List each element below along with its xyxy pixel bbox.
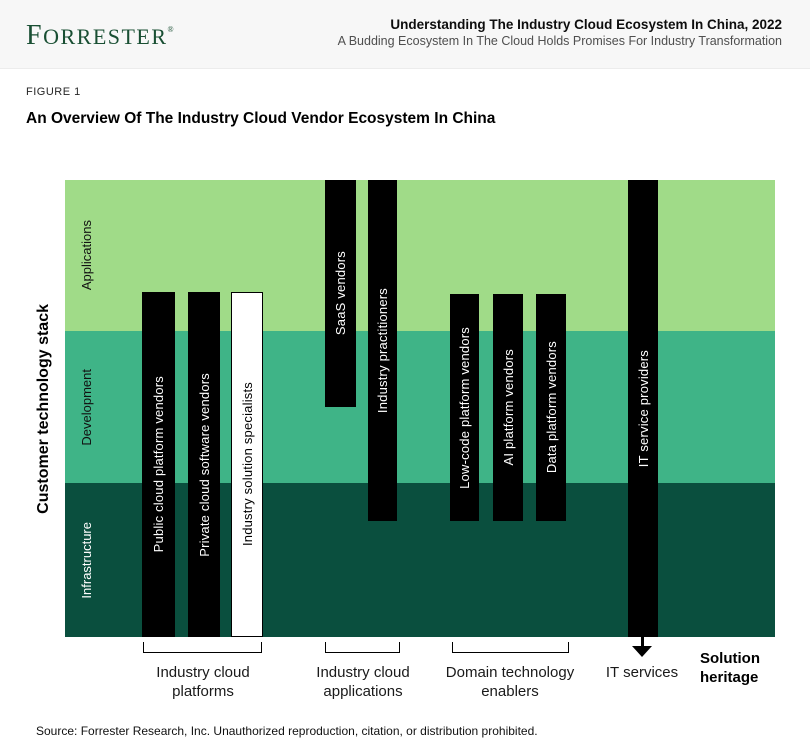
- band-label-applications: Applications: [72, 180, 100, 331]
- band-label-infrastructure: Infrastructure: [72, 483, 100, 637]
- forrester-logo: FORRESTER®: [26, 20, 174, 52]
- group-label-line1: Industry cloud: [156, 664, 250, 681]
- group-label-line1: Domain technology: [445, 664, 575, 681]
- group-label-line2: applications: [323, 683, 403, 700]
- group-label-it-services: IT services: [592, 663, 692, 682]
- vendor-bar-label: Private cloud software vendors: [196, 372, 212, 557]
- vendor-bar-label: Industry solution specialists: [239, 382, 255, 547]
- vendor-bar-ai-platform-vendors: AI platform vendors: [493, 294, 523, 521]
- vendor-bar-industry-solution-specialists: Industry solution specialists: [231, 292, 263, 637]
- source-attribution: Source: Forrester Research, Inc. Unautho…: [36, 724, 538, 738]
- y-axis-title: Customer technology stack: [30, 180, 58, 637]
- vendor-bar-industry-practitioners: Industry practitioners: [368, 180, 397, 521]
- x-axis-title-line1: Solution: [700, 650, 760, 667]
- vendor-bar-public-cloud-platform-vendors: Public cloud platform vendors: [142, 292, 175, 637]
- vendor-bar-it-service-providers: IT service providers: [628, 180, 658, 637]
- bracket-domain-technology-enablers: [452, 642, 569, 653]
- registered-trademark-icon: ®: [167, 25, 174, 34]
- down-arrow-icon: [632, 646, 652, 657]
- group-label-line2: enablers: [481, 683, 539, 700]
- vendor-bar-label: SaaS vendors: [333, 251, 348, 336]
- figure-title: An Overview Of The Industry Cloud Vendor…: [26, 110, 496, 127]
- vendor-bar-label: Low-code platform vendors: [457, 326, 472, 489]
- x-axis-title: Solution heritage: [700, 649, 760, 687]
- vendor-bar-label: AI platform vendors: [500, 349, 516, 466]
- vendor-bar-label: IT service providers: [635, 349, 651, 468]
- vendor-bar-saas-vendors: SaaS vendors: [325, 180, 356, 407]
- x-axis-title-line2: heritage: [700, 669, 759, 686]
- vendor-bar-label: Industry practitioners: [375, 287, 390, 414]
- band-label-infrastructure-text: Infrastructure: [78, 521, 94, 599]
- vendor-bar-label: Data platform vendors: [543, 341, 559, 474]
- band-label-development-text: Development: [78, 368, 94, 446]
- y-axis-title-text: Customer technology stack: [35, 303, 52, 514]
- vendor-bar-data-platform-vendors: Data platform vendors: [536, 294, 566, 521]
- bracket-industry-cloud-applications: [325, 642, 400, 653]
- vendor-bar-label: Public cloud platform vendors: [151, 376, 166, 553]
- band-label-development: Development: [72, 331, 100, 483]
- band-label-applications-text: Applications: [78, 220, 94, 291]
- solution-heritage-arrow-stem: [641, 637, 644, 647]
- group-label-industry-cloud-platforms: Industry cloud platforms: [128, 663, 278, 701]
- bracket-industry-cloud-platforms: [143, 642, 262, 653]
- report-title: Understanding The Industry Cloud Ecosyst…: [390, 17, 782, 32]
- group-label-industry-cloud-applications: Industry cloud applications: [288, 663, 438, 701]
- group-label-line1: Industry cloud: [316, 664, 410, 681]
- group-label-line2: platforms: [172, 683, 234, 700]
- group-label-line1: IT services: [605, 664, 679, 681]
- report-header: FORRESTER® Understanding The Industry Cl…: [0, 0, 810, 69]
- forrester-logo-text: FORRESTER: [26, 20, 168, 51]
- group-label-domain-technology-enablers: Domain technology enablers: [425, 663, 595, 701]
- report-subtitle: A Budding Ecosystem In The Cloud Holds P…: [337, 34, 782, 48]
- figure-label: FIGURE 1: [26, 86, 81, 98]
- vendor-bar-private-cloud-software-vendors: Private cloud software vendors: [188, 292, 220, 637]
- vendor-bar-low-code-platform-vendors: Low-code platform vendors: [450, 294, 479, 521]
